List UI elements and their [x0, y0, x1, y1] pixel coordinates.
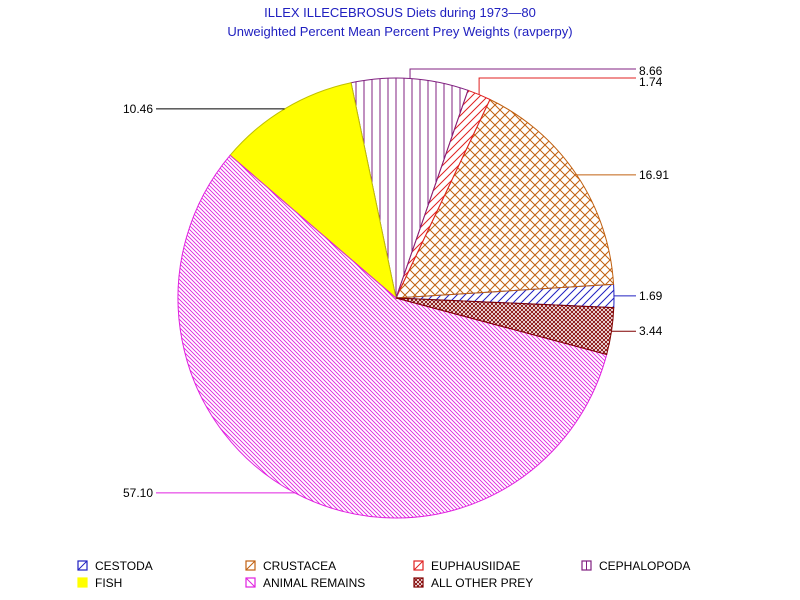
legend-swatch-mark-cestoda	[77, 560, 88, 571]
leader-line-euphausiidae	[478, 77, 636, 95]
legend-label-cestoda: CESTODA	[95, 559, 153, 573]
slice-crustacea	[395, 98, 615, 299]
legend-swatch-mark-animal-remains	[245, 577, 256, 588]
chart-title: ILLEX ILLECEBROSUS Diets during 1973—80	[264, 5, 536, 20]
leader-line-cephalopoda	[409, 68, 636, 79]
legend-label-fish: FISH	[95, 576, 122, 590]
value-label-cestoda: 1.69	[639, 289, 663, 303]
legend-label-euphausiidae: EUPHAUSIIDAE	[431, 559, 520, 573]
value-label-cephalopoda: 8.66	[639, 64, 663, 78]
legend-swatch-all-other-prey	[413, 577, 424, 588]
legend-swatch-fish	[77, 577, 88, 588]
value-label-animal-remains: 57.10	[123, 486, 153, 500]
legend: CESTODA CRUSTACEA EUPHAUSIIDAE CEPHALOPODA F…	[77, 559, 690, 590]
slice-labels: 1.69 16.91 1.748.66 10.46 57.10 3.44	[123, 64, 669, 500]
legend-label-animal-remains: ANIMAL REMAINS	[263, 576, 365, 590]
value-label-all-other-prey: 3.44	[639, 324, 663, 338]
legend-label-crustacea: CRUSTACEA	[263, 559, 336, 573]
legend-label-cephalopoda: CEPHALOPODA	[599, 559, 690, 573]
value-label-euphausiidae: 1.74	[639, 75, 663, 89]
slice-animal-remains	[177, 154, 608, 519]
pie-slices	[177, 77, 615, 519]
legend-swatch-mark-crustacea	[245, 560, 256, 571]
legend-label-all-other-prey: ALL OTHER PREY	[431, 576, 533, 590]
value-label-crustacea: 16.91	[639, 168, 669, 182]
chart-subtitle: Unweighted Percent Mean Percent Prey Wei…	[227, 24, 572, 39]
legend-swatch-mark-euphausiidae	[413, 560, 424, 571]
value-label-fish: 10.46	[123, 102, 153, 116]
